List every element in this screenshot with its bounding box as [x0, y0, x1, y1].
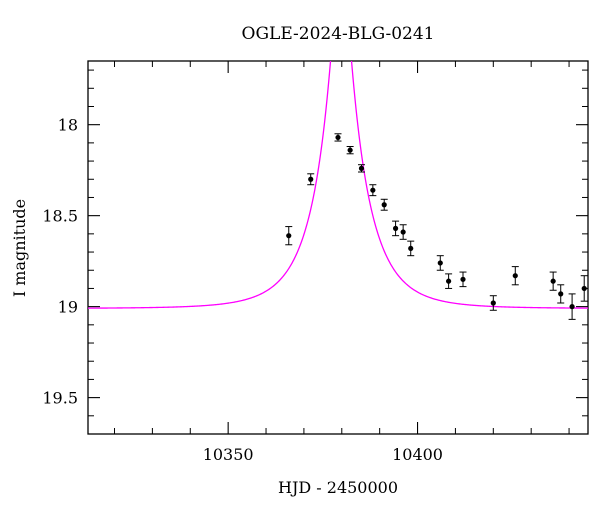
data-marker — [446, 278, 452, 284]
chart-title: OGLE-2024-BLG-0241 — [242, 24, 435, 44]
data-point — [285, 226, 293, 246]
data-marker — [286, 233, 292, 239]
data-marker — [408, 245, 414, 252]
y-tick-label: 18.5 — [42, 207, 78, 226]
data-marker — [347, 147, 353, 153]
data-point — [580, 275, 588, 302]
data-point — [357, 164, 365, 173]
x-tick-label: 10400 — [392, 445, 443, 464]
data-marker — [512, 273, 518, 279]
data-point — [369, 184, 377, 197]
data-point — [307, 173, 315, 186]
x-axis-label: HJD - 2450000 — [278, 478, 398, 497]
data-marker — [595, 304, 600, 309]
data-marker — [335, 134, 341, 141]
data-point — [511, 266, 519, 286]
data-point — [392, 220, 400, 237]
data-marker — [358, 165, 365, 171]
plot-frame — [87, 60, 589, 435]
y-tick-label: 19 — [58, 298, 78, 317]
y-tick-label: 18 — [58, 116, 78, 135]
data-marker — [550, 278, 556, 284]
data-point — [594, 296, 600, 318]
data-point — [459, 271, 467, 288]
data-marker — [581, 285, 587, 292]
data-marker — [370, 187, 376, 193]
data-point — [346, 146, 354, 155]
tick-labels: 10350 10400 18 18.5 19 19.5 — [42, 116, 443, 464]
axis-ticks — [88, 61, 588, 434]
data-points — [285, 133, 600, 320]
data-point — [399, 224, 407, 240]
data-point — [436, 255, 444, 271]
data-point — [557, 284, 565, 304]
data-marker — [392, 225, 399, 231]
y-tick-label: 19.5 — [42, 389, 78, 408]
data-marker — [569, 304, 575, 310]
data-marker — [437, 260, 443, 266]
data-marker — [400, 229, 406, 235]
y-axis-label: I magnitude — [10, 199, 29, 297]
data-marker — [460, 276, 466, 282]
data-point — [407, 240, 415, 257]
x-tick-label: 10350 — [203, 445, 254, 464]
data-point — [380, 198, 388, 211]
data-point — [549, 271, 557, 291]
data-marker — [308, 176, 314, 182]
data-point — [568, 293, 576, 320]
model-curve — [88, 61, 588, 309]
data-marker — [558, 291, 564, 297]
data-marker — [490, 300, 496, 306]
data-marker — [381, 202, 387, 208]
data-point — [489, 295, 497, 311]
data-point — [445, 273, 453, 289]
data-point — [334, 133, 342, 142]
